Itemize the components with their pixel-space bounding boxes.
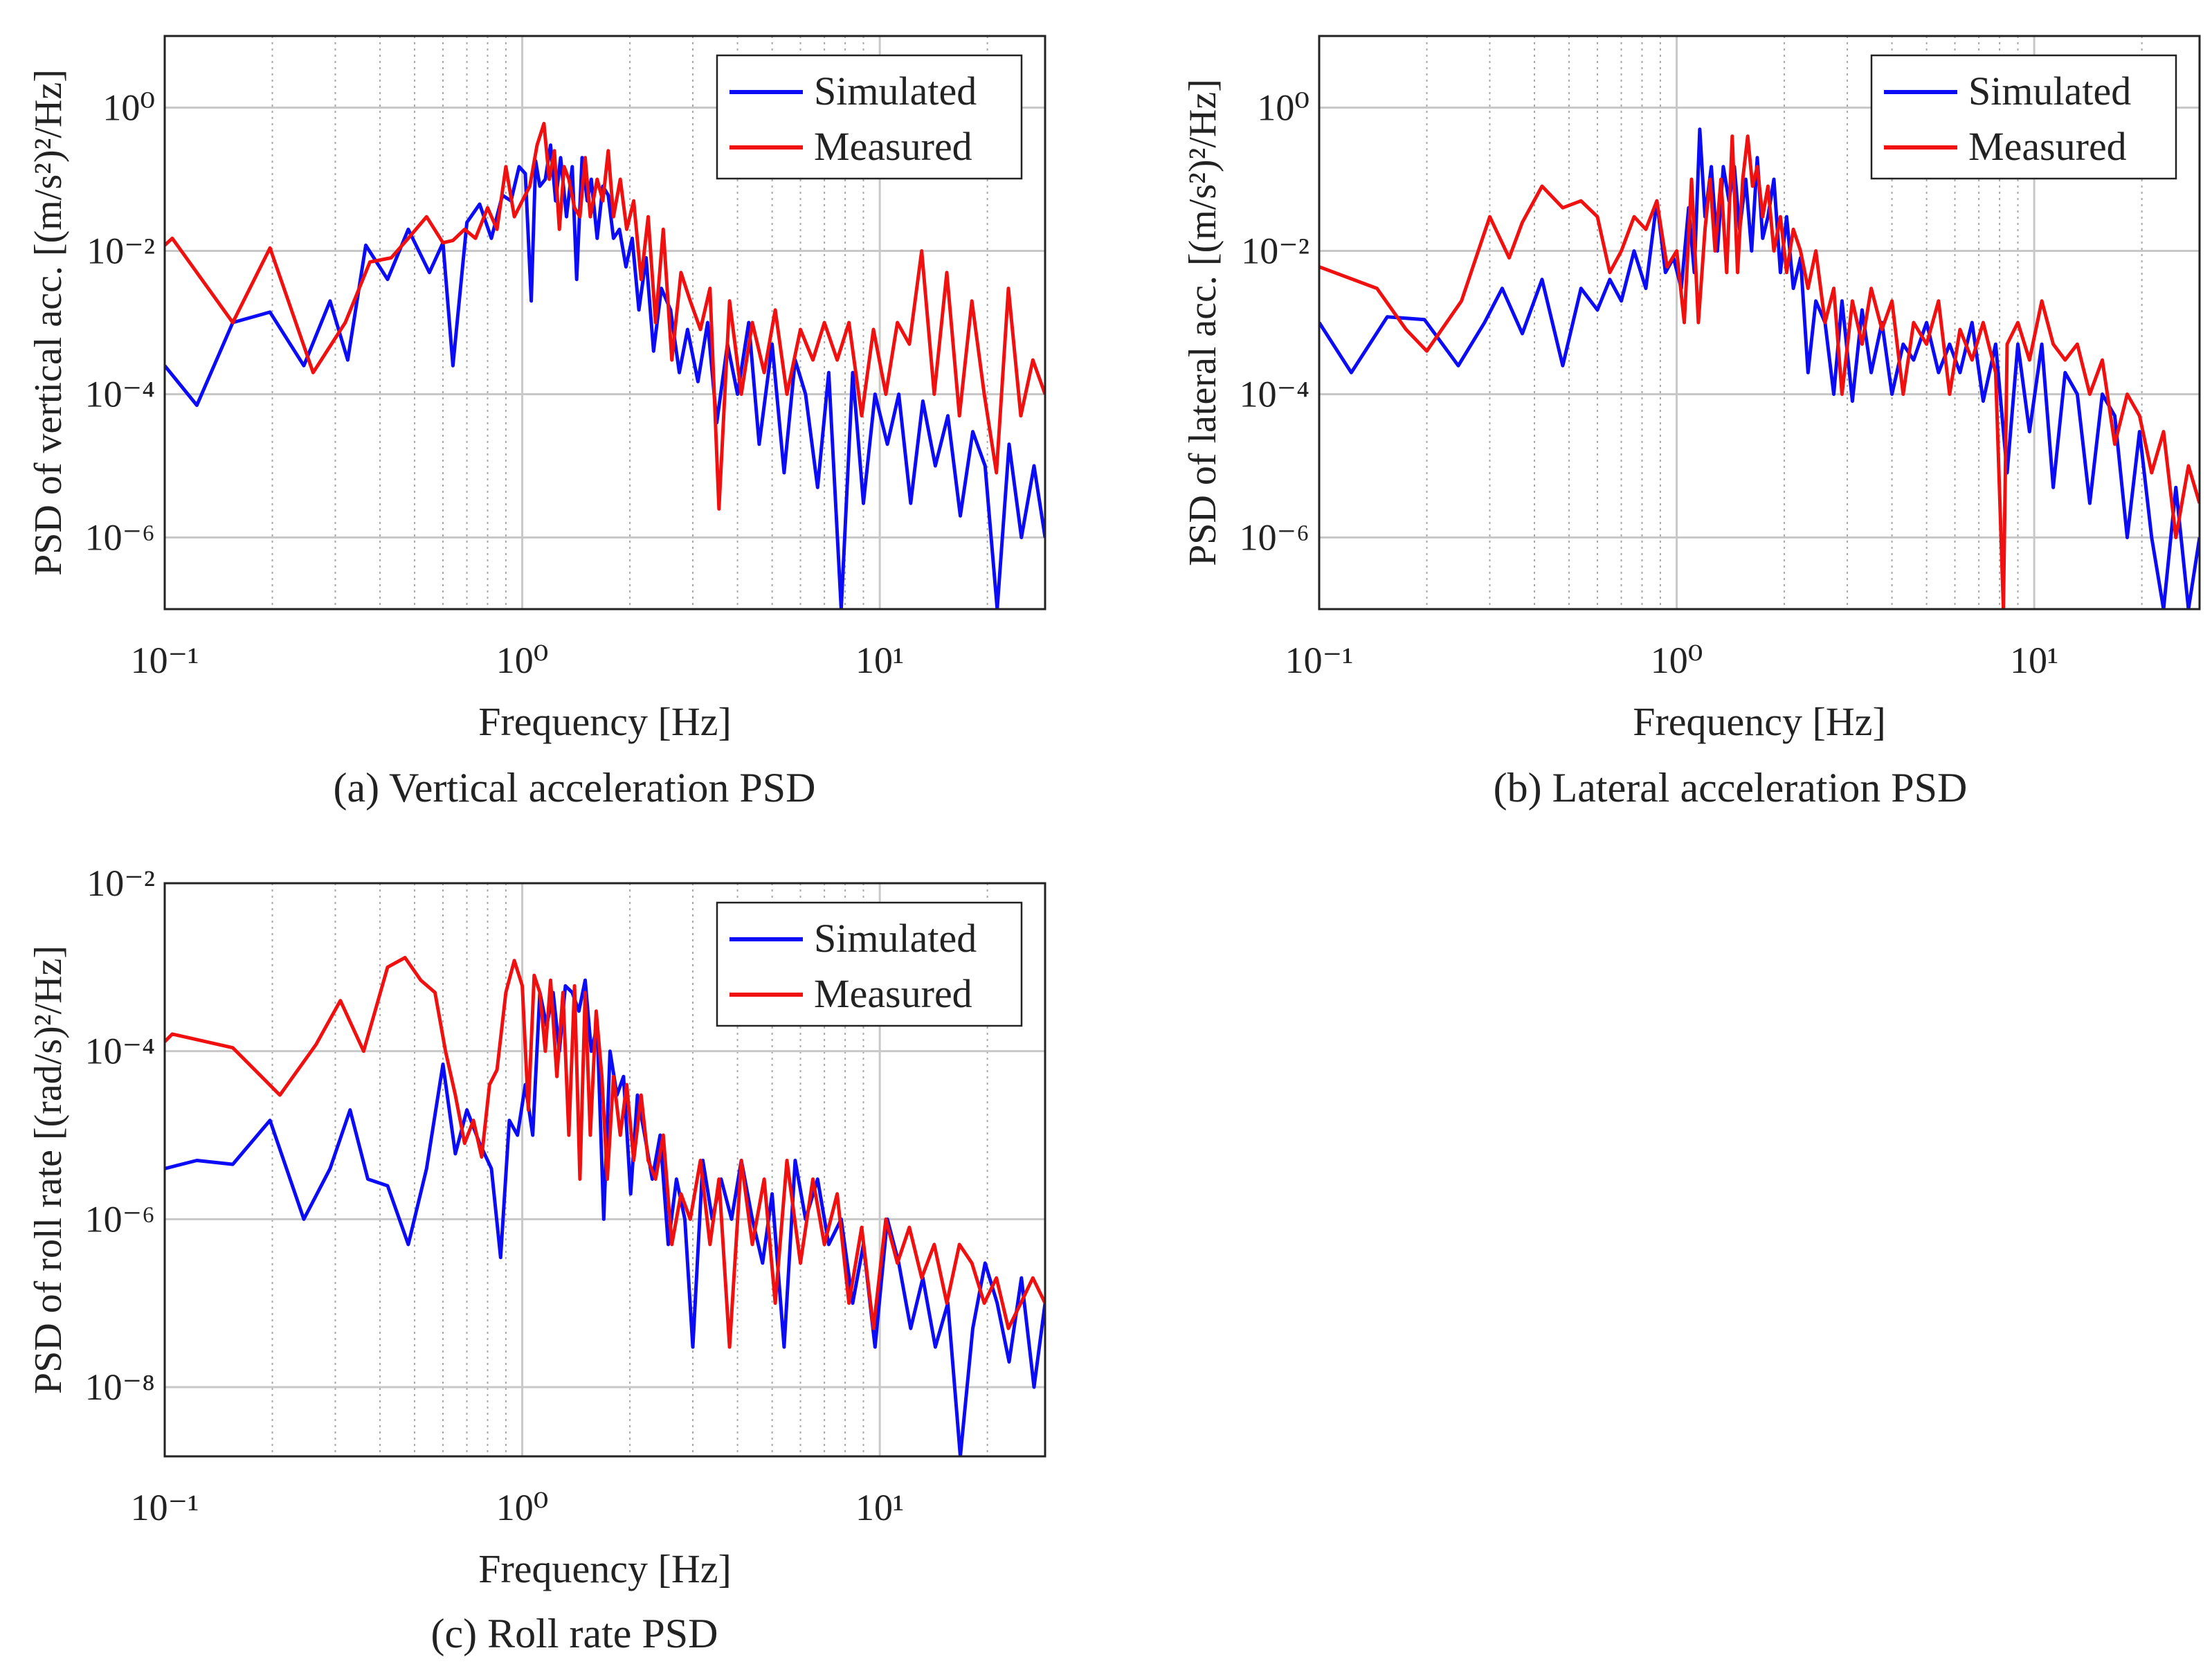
x-axis-label: Frequency [Hz] [478,1546,732,1591]
series-measured-line [165,122,1045,511]
x-tick-label: 10¹ [855,640,904,681]
y-tick-label: 10⁻² [87,230,155,272]
series-measured-line [165,956,1045,1349]
axes-box [163,35,1046,611]
x-axis-label: Frequency [Hz] [1633,699,1886,744]
x-tick-label: 10⁻¹ [1285,640,1354,681]
legend: Simulated Measured [1870,54,2177,180]
caption: (a) Vertical acceleration PSD [334,765,816,811]
legend-box [716,54,1023,180]
ticks: 10⁻¹ 10⁰ 10¹ 10⁻⁸ 10⁻⁶ 10⁻⁴ 10⁻² [85,862,905,1528]
y-tick-label: 10⁻² [1241,230,1309,272]
series-measured-line [1319,134,2200,609]
legend-label-simulated: Simulated [1968,69,2131,114]
caption: (c) Roll rate PSD [431,1611,718,1656]
legend: Simulated Measured [716,54,1023,180]
y-axis-label: PSD of lateral acc. [(m/s²)²/Hz] [1181,79,1224,566]
y-tick-label: 10⁻⁶ [85,1198,155,1240]
legend-label-measured: Measured [814,124,972,169]
y-tick-label: 10⁰ [1257,87,1309,129]
ticks: 10⁻¹ 10⁰ 10¹ 10⁻⁶ 10⁻⁴ 10⁻² 10⁰ [85,87,905,682]
y-tick-label: 10⁻⁴ [85,374,155,415]
panel-roll-rate: 10⁻¹ 10⁰ 10¹ 10⁻⁸ 10⁻⁶ 10⁻⁴ 10⁻² Simulated Mea… [27,862,1046,1656]
y-axis-label: PSD of roll rate [(rad/s)²/Hz] [27,946,70,1394]
legend-box [716,901,1023,1027]
y-tick-label: 10⁰ [102,87,155,129]
x-tick-label: 10⁰ [1651,640,1703,681]
y-axis-label: PSD of vertical acc. [(m/s²)²/Hz] [27,69,70,576]
y-tick-label: 10⁻⁶ [85,517,155,559]
y-tick-label: 10⁻⁸ [85,1366,155,1408]
y-tick-label: 10⁻⁶ [1240,517,1309,559]
x-tick-label: 10⁻¹ [131,640,199,681]
axes-box [1318,35,2201,611]
x-tick-label: 10¹ [2010,640,2058,681]
legend: Simulated Measured [716,901,1023,1027]
series-simulated-line [165,143,1045,609]
ticks: 10⁻¹ 10⁰ 10¹ 10⁻⁶ 10⁻⁴ 10⁻² 10⁰ [1240,87,2059,682]
x-tick-label: 10⁰ [496,1487,549,1528]
y-tick-label: 10⁻⁴ [1240,374,1309,415]
series-group [165,956,1045,1456]
legend-label-measured: Measured [1968,124,2127,169]
legend-label-simulated: Simulated [814,916,977,961]
panel-vertical-acceleration: 10⁻¹ 10⁰ 10¹ 10⁻⁶ 10⁻⁴ 10⁻² 10⁰ Simulated Meas… [27,35,1046,811]
axes-box [163,882,1046,1458]
series-group [1319,127,2200,609]
y-tick-label: 10⁻⁴ [85,1031,155,1072]
x-tick-label: 10⁰ [496,640,549,681]
series-group [165,122,1045,609]
legend-box [1870,54,2177,180]
panel-lateral-acceleration: 10⁻¹ 10⁰ 10¹ 10⁻⁶ 10⁻⁴ 10⁻² 10⁰ Simulated Meas… [1181,35,2201,811]
legend-label-measured: Measured [814,971,972,1016]
y-tick-label: 10⁻² [87,862,155,904]
x-axis-label: Frequency [Hz] [478,699,732,744]
legend-label-simulated: Simulated [814,69,977,114]
x-tick-label: 10⁻¹ [131,1487,199,1528]
caption: (b) Lateral acceleration PSD [1494,765,1968,811]
x-tick-label: 10¹ [855,1487,904,1528]
